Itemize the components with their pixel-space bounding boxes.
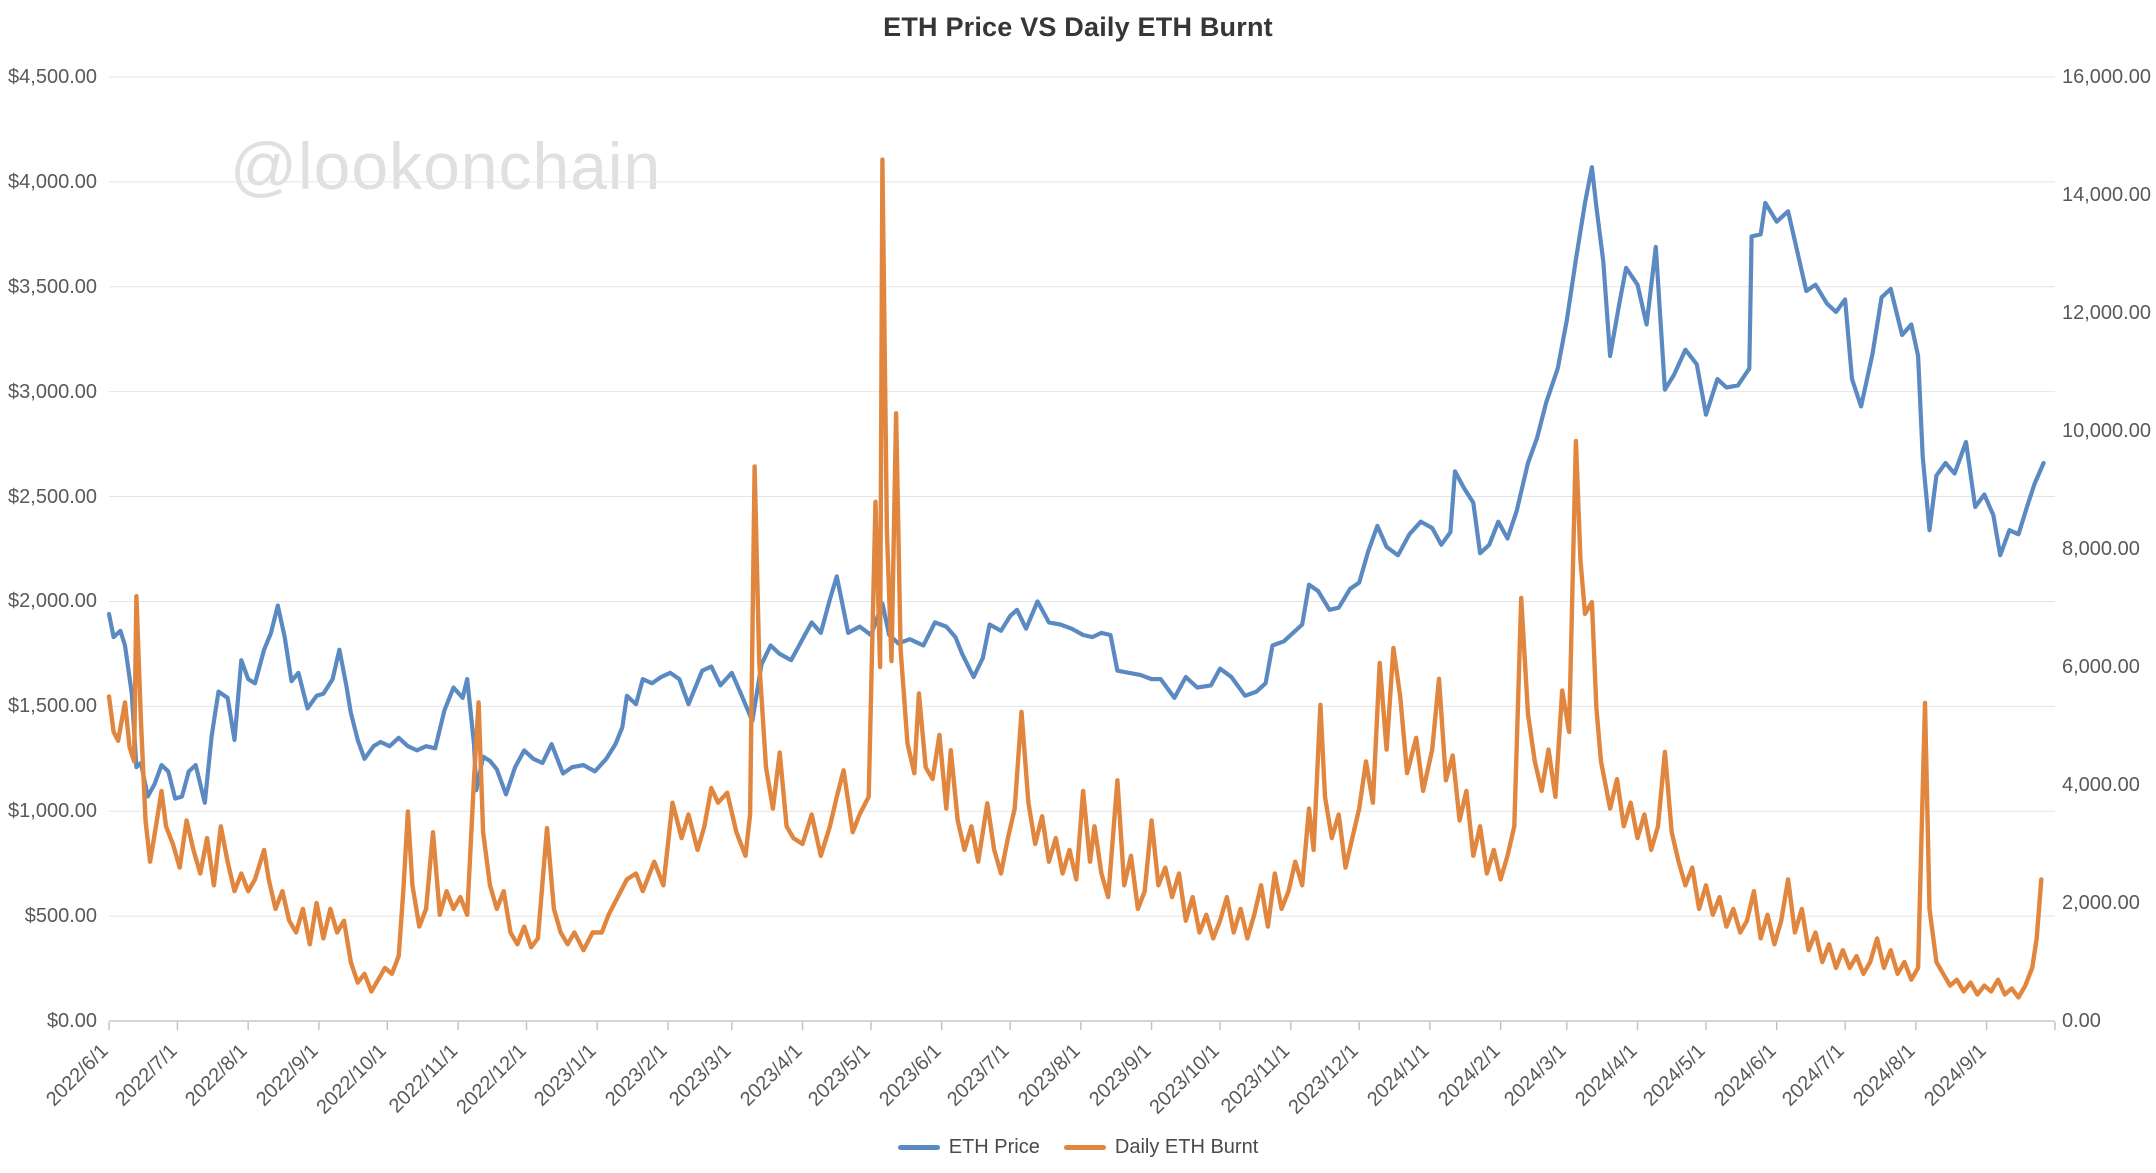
right-axis-tick-label: 16,000.00	[2062, 66, 2151, 88]
legend-label-daily-eth-burnt: Daily ETH Burnt	[1114, 1136, 1259, 1158]
left-axis-tick-label: $4,500.00	[8, 66, 97, 88]
eth-price-line	[106, 165, 2046, 805]
watermark: @lookonchain	[230, 129, 662, 203]
chart-title: ETH Price VS Daily ETH Burnt	[883, 12, 1273, 42]
left-axis-tick-label: $4,000.00	[8, 170, 97, 193]
right-axis-tick-label: 10,000.00	[2062, 420, 2151, 442]
left-axis-tick-label: $1,000.00	[8, 800, 97, 823]
right-axis-tick-label: 2,000.00	[2062, 892, 2140, 914]
right-axis-tick-label: 4,000.00	[2062, 774, 2140, 796]
left-axis-tick-label: $2,000.00	[8, 590, 97, 613]
right-axis-tick-label: 14,000.00	[2062, 184, 2151, 206]
left-axis-tick-label: $0.00	[46, 1010, 97, 1032]
legend: ETH Price Daily ETH Burnt	[0, 1136, 2156, 1159]
legend-marker-eth-price	[897, 1145, 940, 1150]
right-axis-tick-label: 8,000.00	[2062, 538, 2140, 560]
left-axis-tick-label: $500.00	[24, 905, 97, 928]
legend-label-eth-price: ETH Price	[948, 1136, 1040, 1158]
legend-marker-daily-eth-burnt	[1063, 1145, 1106, 1150]
right-axis-tick-label: 12,000.00	[2062, 302, 2151, 324]
left-axis-tick-label: $3,500.00	[8, 275, 97, 298]
left-axis-tick-label: $3,000.00	[8, 380, 97, 403]
left-axis-tick-label: $1,500.00	[8, 695, 97, 718]
right-axis-tick-label: 6,000.00	[2062, 656, 2140, 678]
daily-eth-burnt-line	[106, 157, 2044, 1000]
left-axis-tick-label: $2,500.00	[8, 485, 97, 508]
right-axis-tick-label: 0.00	[2062, 1010, 2101, 1032]
